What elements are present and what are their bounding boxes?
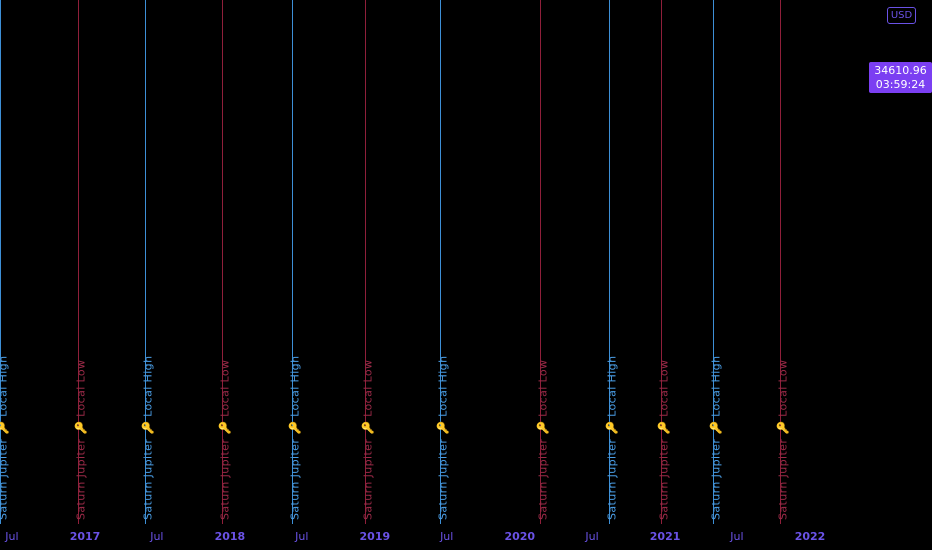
time-tick-label: Jul bbox=[4, 530, 18, 543]
event-label: Saturn Jupiter 🔑 Local High bbox=[709, 356, 723, 520]
event-labels: Saturn Jupiter 🔑 Local High Saturn Jupite… bbox=[0, 356, 790, 520]
time-tick-label: 2017 bbox=[70, 530, 101, 543]
event-label: Saturn Jupiter 🔑 Local High bbox=[436, 356, 450, 520]
event-label: Saturn Jupiter 🔑 Local Low bbox=[361, 360, 375, 520]
time-tick-label: 2021 bbox=[650, 530, 681, 543]
time-tick-label: Jul bbox=[584, 530, 598, 543]
time-tick-label: Jul bbox=[729, 530, 743, 543]
event-label: Saturn Jupiter 🔑 Local Low bbox=[74, 360, 88, 520]
event-label: Saturn Jupiter 🔑 Local Low bbox=[218, 360, 232, 520]
event-lines bbox=[0, 0, 781, 524]
event-label: Saturn Jupiter 🔑 Local High bbox=[605, 356, 619, 520]
event-label: Saturn Jupiter 🔑 Local High bbox=[141, 356, 155, 520]
time-tick-label: Jul bbox=[439, 530, 453, 543]
bar-countdown: 03:59:24 bbox=[875, 78, 926, 91]
time-tick-label: 2022 bbox=[795, 530, 826, 543]
event-label: Saturn Jupiter 🔑 Local Low bbox=[536, 360, 550, 520]
time-tick-label: 2019 bbox=[360, 530, 391, 543]
time-tick-label: 2018 bbox=[215, 530, 246, 543]
event-label: Saturn Jupiter 🔑 Local Low bbox=[657, 360, 671, 520]
currency-badge[interactable]: USD bbox=[887, 7, 916, 24]
time-axis[interactable]: Jul 2017 Jul 2018 Jul 2019 Jul 2020 Jul 2021 Jul 20… bbox=[4, 530, 825, 543]
event-label: Saturn Jupiter 🔑 Local High bbox=[0, 356, 10, 520]
time-tick-label: 2020 bbox=[504, 530, 535, 543]
time-tick-label: Jul bbox=[294, 530, 308, 543]
event-label: Saturn Jupiter 🔑 Local Low bbox=[776, 360, 790, 520]
last-price-tag: 34610.96 03:59:24 bbox=[869, 62, 932, 93]
last-price-value: 34610.96 bbox=[874, 64, 927, 77]
event-label: Saturn Jupiter 🔑 Local High bbox=[288, 356, 302, 520]
time-tick-label: Jul bbox=[149, 530, 163, 543]
